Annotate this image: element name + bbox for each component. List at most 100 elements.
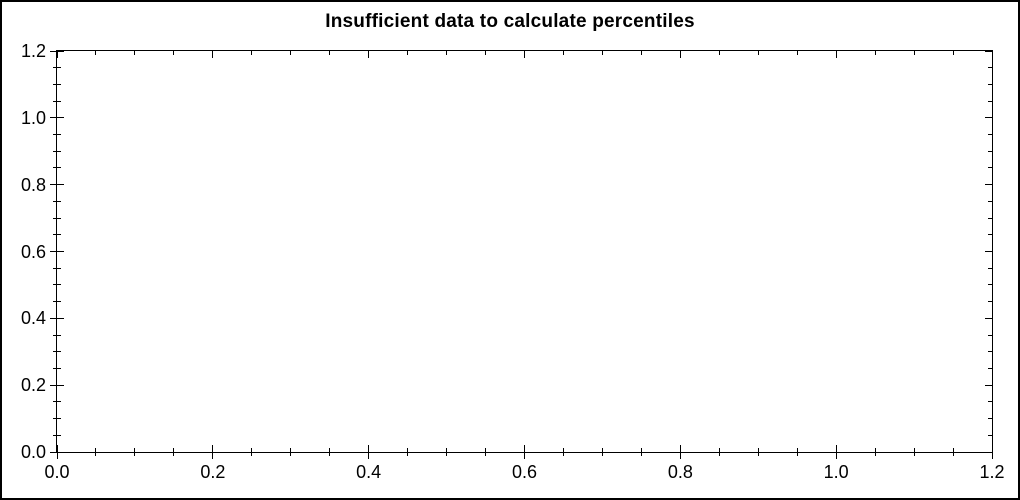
y-major-tick-right	[985, 317, 992, 319]
y-major-tick-right	[985, 451, 992, 453]
plot-area: 0.0 0.2 0.4 0.6 0.8 1.0 1.2 0.0 0.2 0.4 0.6 0.8 1.0 1…	[21, 42, 1005, 481]
y-minor-tick-right	[988, 200, 992, 202]
x-major-tick-top	[56, 51, 58, 58]
x-tick-label: 0.6	[511, 462, 538, 482]
x-tick-label: 0.0	[44, 462, 70, 482]
y-minor-tick-right	[988, 100, 992, 102]
y-minor-tick	[53, 167, 61, 169]
y-minor-tick-right	[988, 134, 992, 136]
x-major-tick	[368, 445, 370, 459]
y-minor-tick-right	[988, 434, 992, 436]
y-minor-tick	[53, 418, 61, 420]
y-minor-tick	[53, 200, 61, 202]
x-minor-tick	[913, 448, 915, 456]
x-tick-label: 1.2	[979, 462, 1005, 482]
x-minor-tick	[796, 448, 798, 456]
y-minor-tick-right	[988, 284, 992, 286]
x-major-tick-top	[368, 51, 370, 58]
y-minor-tick-right	[988, 351, 992, 353]
x-minor-tick-top	[173, 51, 175, 55]
y-minor-tick	[53, 83, 61, 85]
y-minor-tick	[53, 301, 61, 303]
x-major-tick-top	[524, 51, 525, 58]
y-major-tick	[50, 50, 64, 52]
y-minor-tick-right	[988, 267, 992, 269]
x-minor-tick	[485, 448, 487, 456]
x-major-tick	[991, 445, 993, 459]
x-major-tick-top	[991, 51, 993, 58]
y-minor-tick	[53, 267, 61, 269]
x-minor-tick-top	[640, 51, 642, 55]
x-minor-tick	[329, 448, 331, 456]
chart-title: Insufficient data to calculate percentil…	[325, 11, 695, 32]
x-minor-tick-top	[796, 51, 798, 55]
y-minor-tick	[53, 434, 61, 436]
y-major-tick	[50, 117, 64, 119]
y-tick-label: 1.2	[20, 41, 46, 61]
x-minor-tick-top	[95, 51, 97, 55]
y-minor-tick-right	[988, 83, 992, 85]
y-minor-tick	[53, 234, 61, 236]
x-minor-tick	[173, 448, 175, 456]
y-minor-tick	[53, 217, 61, 219]
y-minor-tick-right	[988, 418, 992, 420]
y-major-tick-right	[985, 184, 992, 186]
x-tick-label: 0.8	[667, 462, 693, 482]
x-minor-tick	[290, 448, 292, 456]
x-minor-tick-top	[134, 51, 136, 55]
x-major-tick	[679, 445, 681, 459]
y-minor-tick	[53, 284, 61, 286]
x-minor-tick	[757, 448, 759, 456]
x-minor-tick	[251, 448, 253, 456]
y-major-tick	[50, 184, 64, 186]
y-minor-tick	[53, 334, 61, 336]
y-major-tick	[50, 251, 64, 252]
y-major-tick-right	[985, 50, 992, 52]
x-major-tick-top	[679, 51, 681, 58]
x-major-tick	[212, 445, 214, 459]
y-minor-tick-right	[988, 234, 992, 236]
x-minor-tick-top	[290, 51, 292, 55]
x-minor-tick	[601, 448, 603, 456]
x-minor-tick-top	[446, 51, 448, 55]
y-minor-tick	[53, 351, 61, 353]
y-minor-tick-right	[988, 401, 992, 403]
y-minor-tick	[53, 67, 61, 69]
x-minor-tick	[95, 448, 97, 456]
x-minor-tick	[446, 448, 448, 456]
y-minor-tick-right	[988, 167, 992, 169]
x-tick-label: 0.2	[200, 462, 226, 482]
y-minor-tick-right	[988, 67, 992, 69]
x-minor-tick-top	[251, 51, 253, 55]
x-minor-tick-top	[329, 51, 331, 55]
y-minor-tick-right	[988, 217, 992, 219]
x-minor-tick	[407, 448, 409, 456]
x-minor-tick	[562, 448, 564, 456]
y-tick-label: 1.0	[20, 107, 46, 128]
y-minor-tick	[53, 401, 61, 403]
x-minor-tick-top	[913, 51, 915, 55]
x-major-tick	[524, 445, 525, 459]
x-tick-label: 0.4	[356, 462, 382, 482]
x-minor-tick	[134, 448, 136, 456]
y-minor-tick	[53, 100, 61, 102]
y-major-tick-right	[985, 384, 992, 386]
y-tick-label: 0.6	[20, 241, 46, 262]
y-major-tick-right	[985, 117, 992, 119]
x-minor-tick-top	[407, 51, 409, 55]
x-minor-tick-top	[562, 51, 564, 55]
y-tick-label: 0.0	[20, 442, 46, 462]
y-tick-label: 0.8	[20, 174, 46, 195]
x-minor-tick-top	[757, 51, 759, 55]
x-major-tick-top	[212, 51, 214, 58]
y-minor-tick-right	[988, 150, 992, 152]
x-minor-tick-top	[601, 51, 603, 55]
y-minor-tick-right	[988, 301, 992, 303]
y-major-tick-right	[985, 251, 992, 252]
y-minor-tick	[53, 134, 61, 136]
y-minor-tick	[53, 150, 61, 152]
x-major-tick-top	[835, 51, 837, 58]
x-minor-tick-top	[485, 51, 487, 55]
y-major-tick	[50, 384, 64, 386]
